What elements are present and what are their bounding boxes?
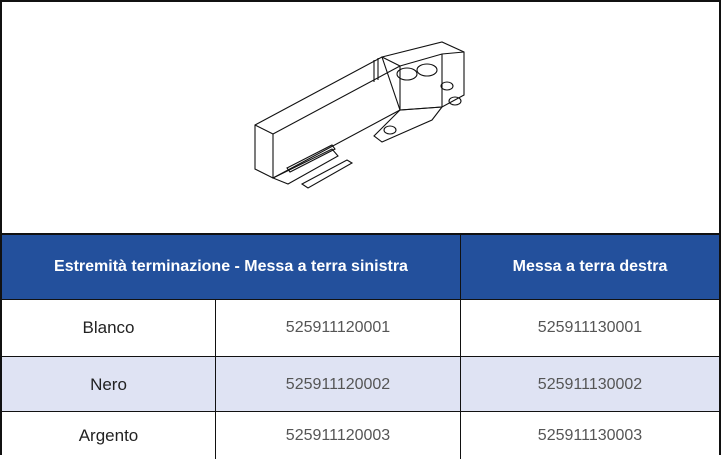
code-cell: 525911120001 xyxy=(215,299,460,356)
code-cell: 525911120003 xyxy=(215,411,460,459)
color-cell: Argento xyxy=(2,411,215,459)
code-cell: 525911130003 xyxy=(460,411,719,459)
header-cell: Messa a terra destra xyxy=(460,235,719,299)
code-cell: 525911130002 xyxy=(460,356,719,413)
color-cell: Blanco xyxy=(2,299,215,356)
code-cell: 525911130001 xyxy=(460,299,719,356)
header-cell: Estremità terminazione - Messa a terra s… xyxy=(2,235,460,299)
color-cell: Nero xyxy=(2,356,215,413)
product-image-area xyxy=(2,2,719,235)
code-cell: 525911120002 xyxy=(215,356,460,413)
product-illustration xyxy=(254,41,465,189)
